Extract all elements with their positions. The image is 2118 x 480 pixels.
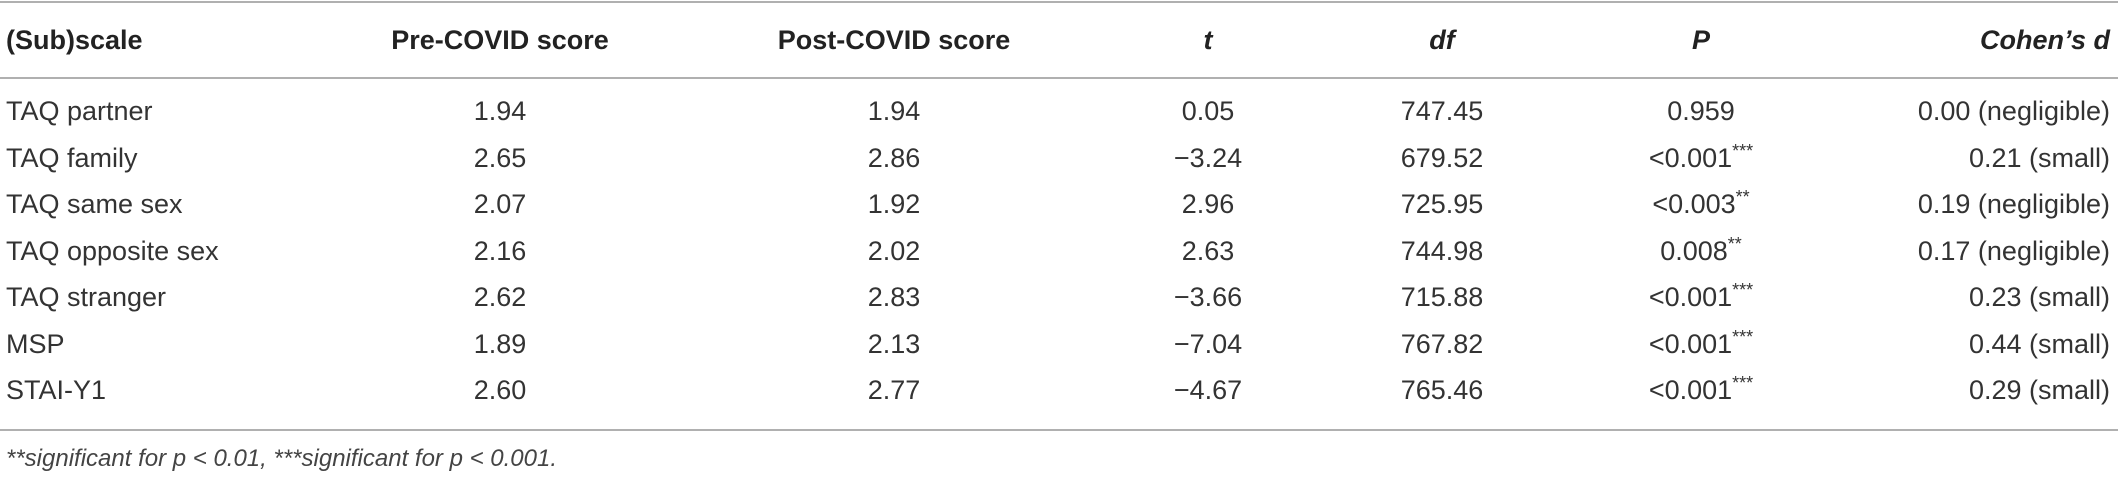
header-cell: df <box>1429 25 1455 55</box>
header-cell: Post-COVID score <box>777 25 1011 55</box>
cell-pre: 1.94 <box>473 96 527 126</box>
cell-pre: 2.60 <box>473 375 527 405</box>
cell-t: 2.96 <box>1181 189 1235 219</box>
cell-p: <0.001*** <box>1649 141 1753 175</box>
header-cell: P <box>1691 25 1711 55</box>
cell-p: <0.001*** <box>1649 280 1753 314</box>
p-value: <0.001 <box>1648 375 1733 405</box>
cell-df: 744.98 <box>1400 235 1484 266</box>
cell-subscale: TAQ same sex <box>6 189 183 219</box>
cell-subscale: TAQ opposite sex <box>6 235 219 266</box>
cell-post: 2.83 <box>867 282 921 312</box>
header-cell: Cohen’s d <box>1979 25 2110 55</box>
header-cell: (Sub)scale <box>6 25 143 55</box>
cell-p: <0.001*** <box>1649 327 1753 361</box>
cell-subscale: MSP <box>6 328 65 359</box>
significance-mark: ** <box>1735 187 1750 207</box>
significance-mark: *** <box>1732 280 1754 300</box>
cell-pre: 2.07 <box>473 189 527 219</box>
significance-mark: *** <box>1732 326 1754 347</box>
p-value: <0.003 <box>1652 189 1736 219</box>
cell-df: 765.46 <box>1400 375 1484 405</box>
p-value: <0.001 <box>1648 282 1733 312</box>
cell-pre: 2.62 <box>473 282 527 312</box>
header-rule <box>0 77 2118 79</box>
cell-p: 0.959 <box>1667 94 1735 128</box>
header-cell: Pre-COVID score <box>391 25 609 55</box>
cell-d: 0.29 (small) <box>1968 375 2110 405</box>
p-value: <0.001 <box>1648 142 1733 173</box>
cell-subscale: TAQ partner <box>6 96 153 126</box>
cell-t: −3.66 <box>1173 282 1243 312</box>
cell-pre: 2.16 <box>473 235 527 266</box>
cell-subscale: TAQ stranger <box>6 282 167 312</box>
cell-d: 0.44 (small) <box>1968 328 2110 359</box>
cell-t: 2.63 <box>1181 235 1235 266</box>
cell-df: 747.45 <box>1400 96 1484 126</box>
cell-d: 0.23 (small) <box>1968 282 2110 312</box>
cell-df: 679.52 <box>1400 142 1484 173</box>
footnote: **significant for p < 0.01, ***significa… <box>6 445 558 472</box>
cell-subscale: TAQ family <box>6 142 138 173</box>
cell-d: 0.21 (small) <box>1968 142 2110 173</box>
significance-mark: *** <box>1732 140 1754 161</box>
cell-post: 2.02 <box>867 235 921 266</box>
significance-mark: *** <box>1732 373 1754 393</box>
cell-df: 767.82 <box>1400 328 1484 359</box>
cell-post: 2.77 <box>867 375 921 405</box>
header-cell: t <box>1203 25 1213 55</box>
p-value: <0.001 <box>1648 328 1733 359</box>
cell-post: 1.94 <box>867 96 921 126</box>
cell-pre: 1.89 <box>473 328 527 359</box>
cell-d: 0.17 (negligible) <box>1917 235 2110 266</box>
cell-p: <0.003** <box>1652 187 1749 221</box>
p-value: 0.008 <box>1660 235 1728 266</box>
cell-t: −4.67 <box>1173 375 1243 405</box>
cell-df: 715.88 <box>1400 282 1484 312</box>
cell-df: 725.95 <box>1400 189 1484 219</box>
cell-d: 0.19 (negligible) <box>1917 189 2110 219</box>
cell-subscale: STAI-Y1 <box>6 375 107 405</box>
cell-p: 0.008** <box>1660 234 1742 268</box>
top-rule <box>0 1 2118 3</box>
cell-post: 2.86 <box>867 142 921 173</box>
cell-p: <0.001*** <box>1649 373 1753 407</box>
cell-t: −7.04 <box>1173 328 1243 359</box>
significance-mark: ** <box>1727 233 1742 254</box>
p-value: 0.959 <box>1667 96 1735 126</box>
bottom-rule <box>0 429 2118 431</box>
cell-pre: 2.65 <box>473 142 527 173</box>
cell-post: 2.13 <box>867 328 921 359</box>
cell-post: 1.92 <box>867 189 921 219</box>
cell-t: 0.05 <box>1181 96 1235 126</box>
cell-t: −3.24 <box>1173 142 1243 173</box>
cell-d: 0.00 (negligible) <box>1917 96 2110 126</box>
